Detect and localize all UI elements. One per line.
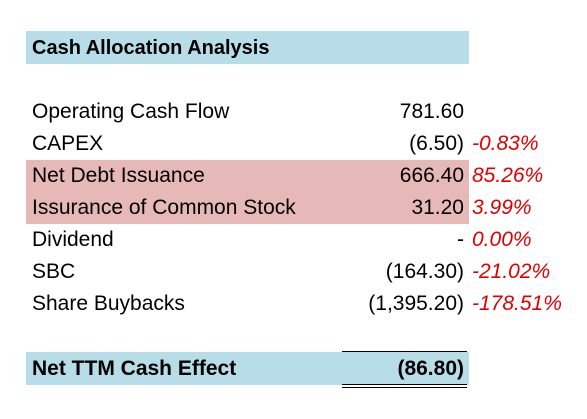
row-share-buybacks[interactable]: Share Buybacks (1,395.20) -178.51% bbox=[0, 288, 587, 320]
row-label: Share Buybacks bbox=[32, 292, 185, 315]
row-percent: -21.02% bbox=[472, 260, 551, 283]
total-value: (86.80) bbox=[397, 357, 464, 380]
highlight-net-debt-issuance bbox=[26, 160, 469, 192]
row-value: 31.20 bbox=[411, 196, 464, 219]
table-title[interactable]: Cash Allocation Analysis bbox=[32, 37, 270, 59]
total-cell-fill bbox=[26, 352, 469, 385]
total-double-underline-bottom bbox=[342, 387, 467, 388]
row-percent: 3.99% bbox=[472, 196, 532, 219]
total-label: Net TTM Cash Effect bbox=[32, 357, 237, 380]
row-value: (1,395.20) bbox=[368, 292, 464, 315]
row-operating-cash-flow[interactable]: Operating Cash Flow 781.60 bbox=[0, 96, 587, 128]
row-value: 666.40 bbox=[399, 164, 464, 187]
row-dividend[interactable]: Dividend - 0.00% bbox=[0, 224, 587, 256]
row-label: CAPEX bbox=[32, 132, 104, 155]
row-percent: 0.00% bbox=[472, 228, 532, 251]
row-label: Issurance of Common Stock bbox=[32, 196, 296, 219]
row-label: Operating Cash Flow bbox=[32, 100, 230, 123]
row-common-stock[interactable]: Issurance of Common Stock 31.20 3.99% bbox=[0, 192, 587, 224]
row-percent: 85.26% bbox=[472, 164, 544, 187]
total-double-underline-top bbox=[342, 384, 467, 385]
row-percent: -178.51% bbox=[472, 292, 562, 315]
row-value: (164.30) bbox=[385, 260, 464, 283]
title-cell-fill bbox=[26, 31, 469, 64]
row-label: Dividend bbox=[32, 228, 114, 251]
row-net-ttm-cash-effect[interactable]: Net TTM Cash Effect (86.80) bbox=[0, 353, 587, 385]
row-value: - bbox=[457, 228, 464, 251]
row-value: 781.60 bbox=[399, 100, 464, 123]
row-value: (6.50) bbox=[409, 132, 464, 155]
row-sbc[interactable]: SBC (164.30) -21.02% bbox=[0, 256, 587, 288]
row-label: SBC bbox=[32, 260, 76, 283]
highlight-common-stock bbox=[26, 192, 469, 224]
row-net-debt-issuance[interactable]: Net Debt Issuance 666.40 85.26% bbox=[0, 160, 587, 192]
total-top-border bbox=[342, 351, 467, 352]
row-capex[interactable]: CAPEX (6.50) -0.83% bbox=[0, 128, 587, 160]
row-label: Net Debt Issuance bbox=[32, 164, 205, 187]
row-percent: -0.83% bbox=[472, 132, 539, 155]
